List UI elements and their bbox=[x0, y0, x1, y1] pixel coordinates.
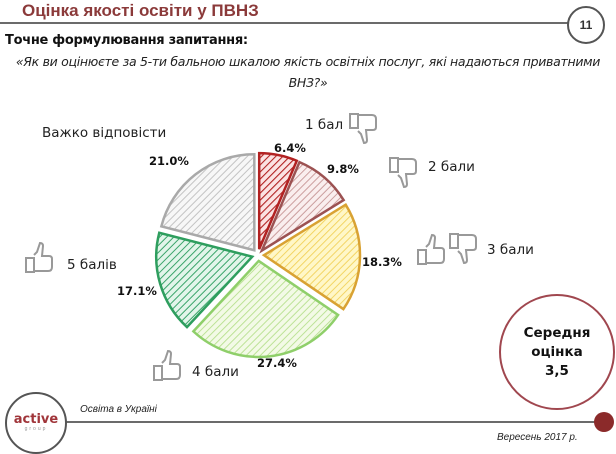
pie-slices bbox=[154, 151, 362, 359]
footer-divider bbox=[60, 421, 600, 423]
page-number: 11 bbox=[579, 18, 593, 32]
question-label: Точне формулювання запитання: bbox=[5, 33, 248, 48]
pie-slice-3 bbox=[261, 202, 362, 311]
value-label-5: 17.1% bbox=[117, 284, 157, 298]
question-text-content: «Як ви оцінюєте за 5-ти бальною шкалою я… bbox=[15, 54, 601, 90]
category-label-6: Важко відповісти bbox=[42, 125, 167, 141]
pie-slice-6 bbox=[159, 153, 256, 252]
category-label-2: 2 бали bbox=[428, 159, 475, 175]
average-label-line2: оцінка bbox=[531, 343, 583, 360]
value-label-2: 9.8% bbox=[327, 162, 359, 176]
category-label-4: 4 бали bbox=[192, 364, 239, 380]
category-label-5: 5 балів bbox=[67, 257, 117, 273]
footer-dot bbox=[594, 412, 614, 432]
logo-subtext: group bbox=[24, 426, 48, 432]
category-label-1: 1 бал bbox=[305, 117, 344, 133]
value-label-6: 21.0% bbox=[149, 154, 189, 168]
pie-slice-5 bbox=[154, 231, 255, 329]
category-label-3: 3 бали bbox=[487, 242, 534, 258]
value-label-4: 27.4% bbox=[257, 356, 297, 370]
average-value: 3,5 bbox=[545, 362, 569, 379]
pie-slice-1 bbox=[257, 151, 299, 250]
thumbs-up-icon-4 bbox=[153, 349, 181, 381]
value-label-1: 6.4% bbox=[274, 141, 306, 155]
page-title: Оцінка якості освіти у ПВНЗ bbox=[22, 1, 259, 20]
pie-slice-2 bbox=[259, 160, 346, 254]
thumbs-down-icon-1 bbox=[349, 113, 377, 145]
thumbs-up-icon-5 bbox=[25, 241, 53, 273]
logo: active group bbox=[5, 392, 67, 454]
average-label-line1: Середня bbox=[523, 324, 591, 341]
average-score-badge: Середня оцінка 3,5 bbox=[499, 294, 615, 410]
pie-slice-4 bbox=[191, 259, 340, 359]
footer-date: Вересень 2017 р. bbox=[497, 432, 578, 443]
header-divider bbox=[0, 22, 570, 24]
thumbs-down-icon-2 bbox=[389, 157, 417, 189]
logo-text: active bbox=[13, 412, 59, 427]
page-number-badge: 11 bbox=[567, 6, 605, 44]
thumbs-down-icon-3 bbox=[449, 233, 477, 265]
value-label-3: 18.3% bbox=[362, 255, 402, 269]
thumbs-up-icon-3 bbox=[417, 233, 445, 265]
question-text: «Як ви оцінюєте за 5-ти бальною шкалою я… bbox=[8, 51, 608, 93]
footer-source: Освіта в Україні bbox=[80, 404, 157, 415]
